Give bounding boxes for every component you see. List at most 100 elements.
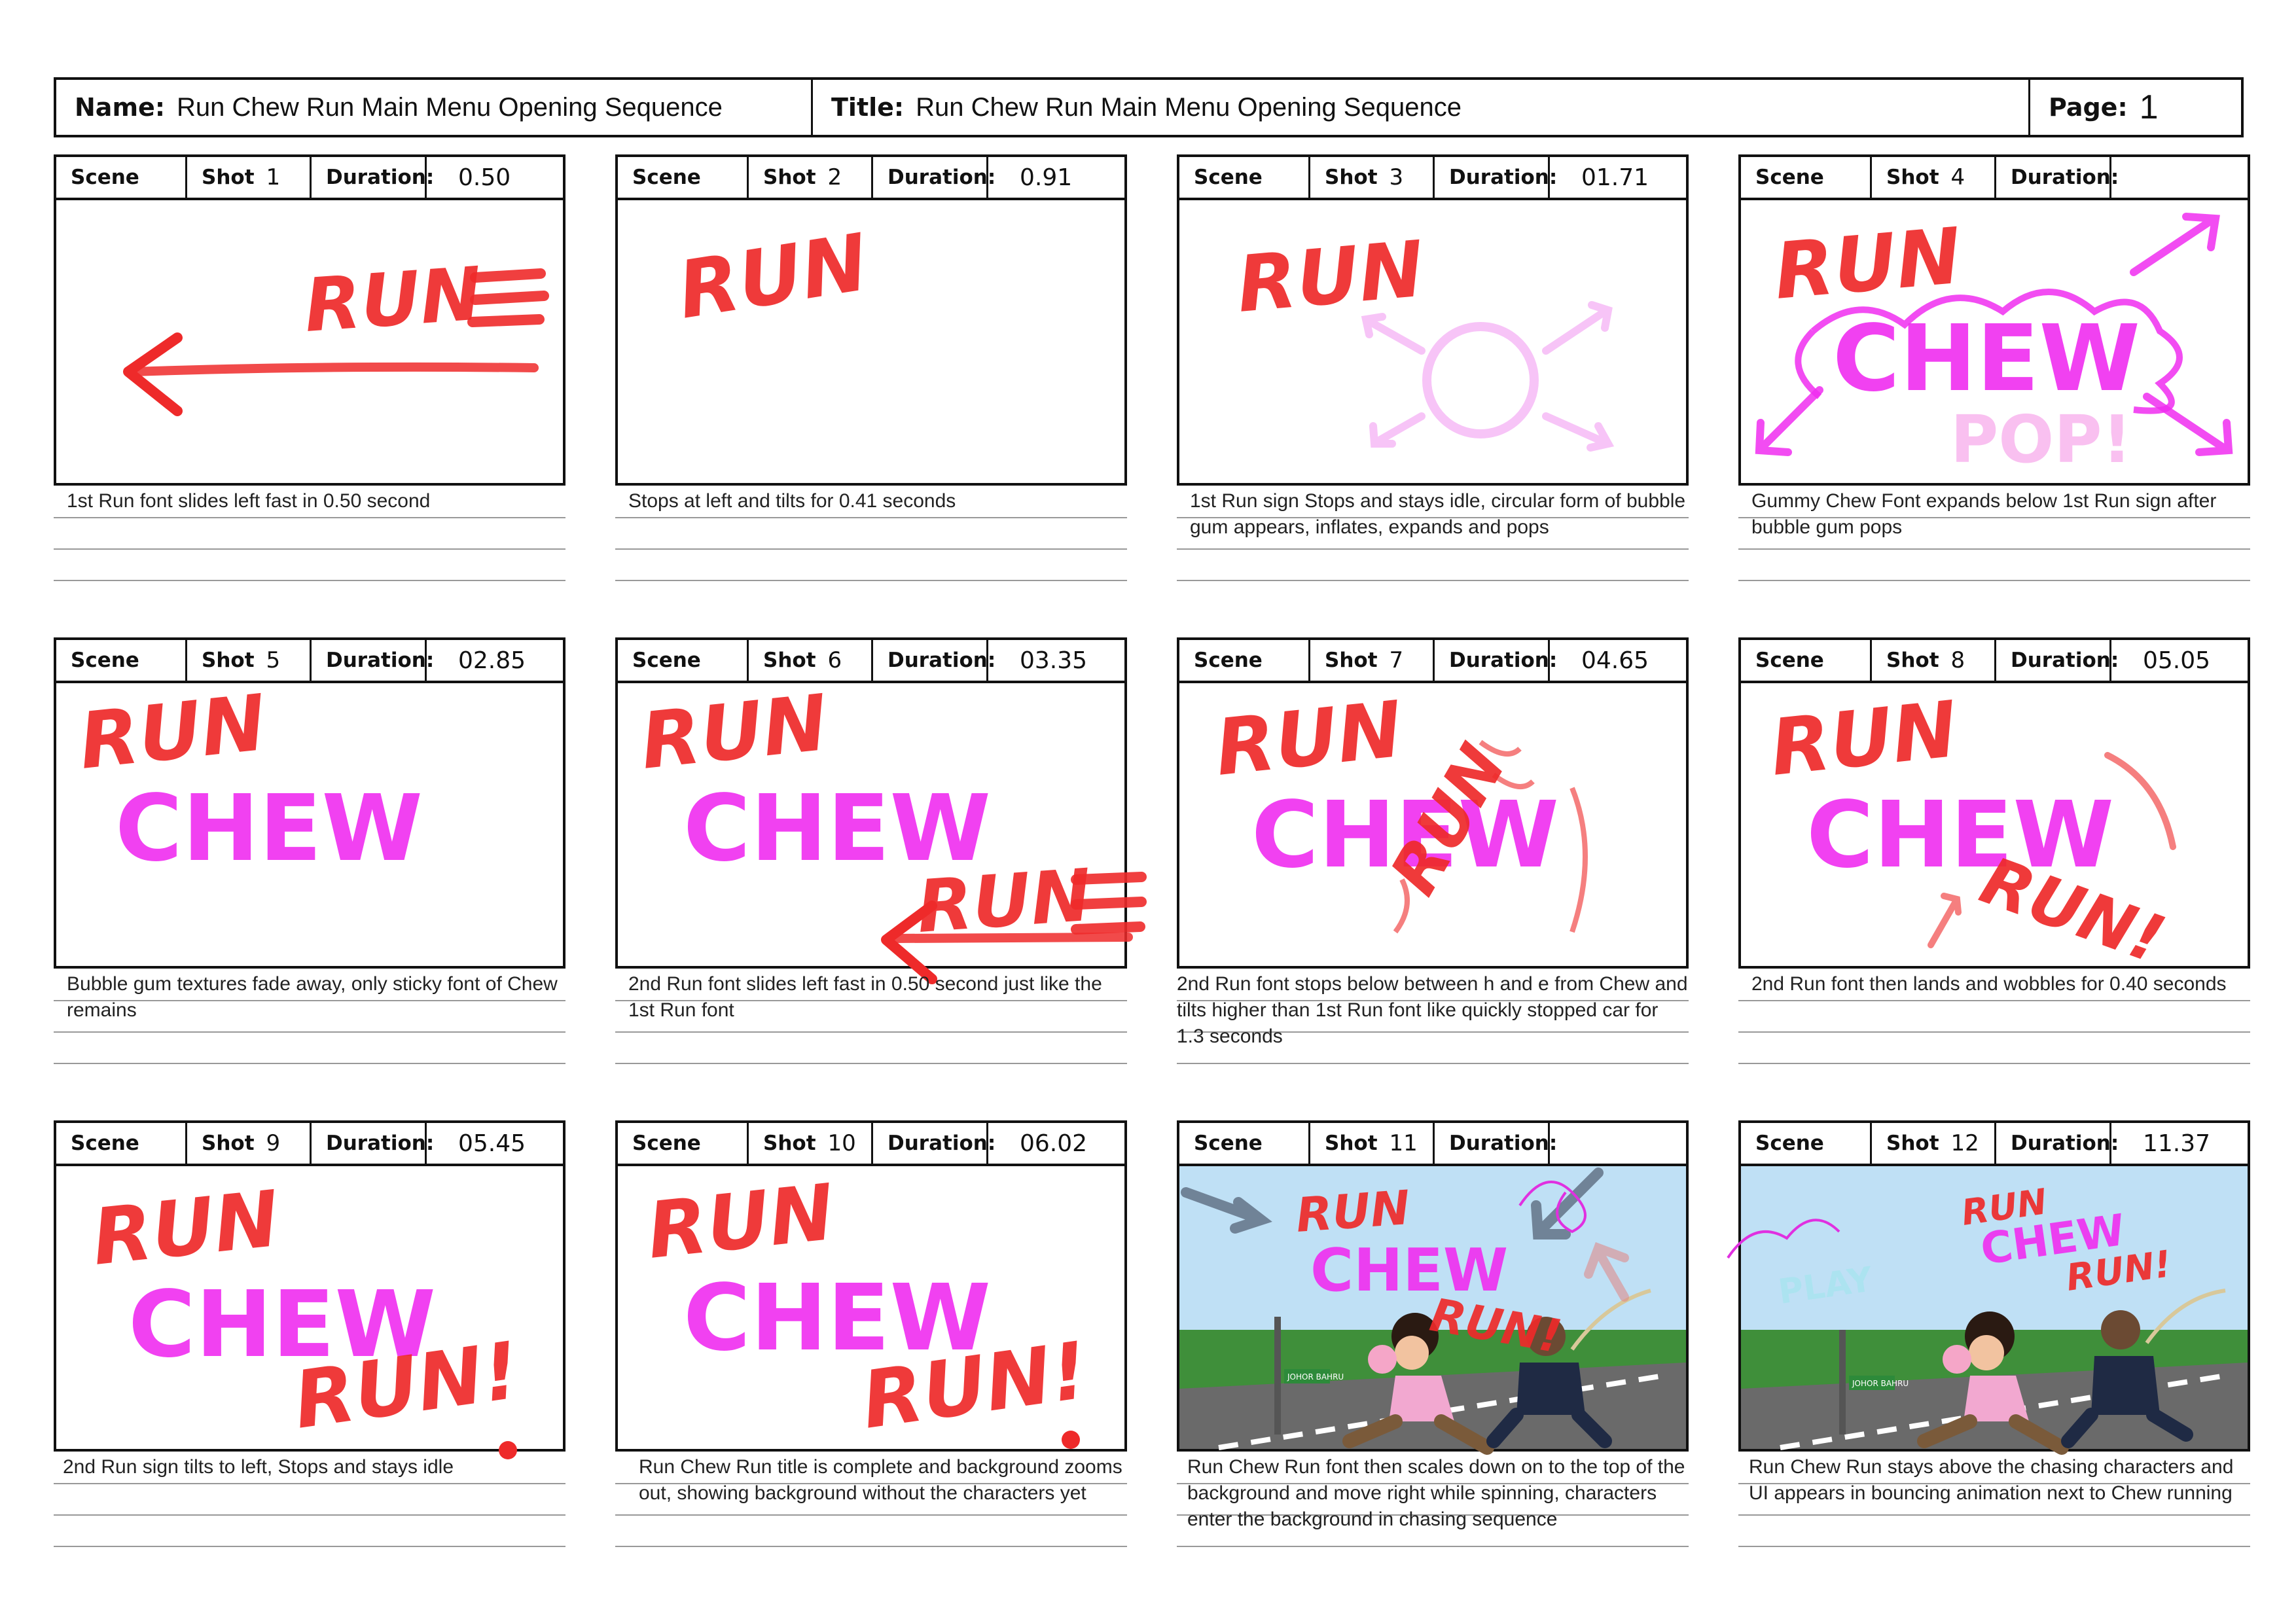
notes-text: Run Chew Run title is complete and backg… bbox=[639, 1456, 1122, 1504]
duration-value: 03.35 bbox=[1020, 647, 1088, 674]
duration-value: 05.45 bbox=[458, 1130, 526, 1157]
shot-notes: 2nd Run font slides left fast in 0.50 se… bbox=[615, 969, 1127, 1086]
speed-lines bbox=[1071, 872, 1147, 935]
bubble-gum-circle bbox=[1422, 322, 1539, 438]
duration-label: Duration: bbox=[873, 157, 996, 198]
scene-label: Scene bbox=[1179, 640, 1310, 681]
duration-value: 01.71 bbox=[1581, 164, 1649, 191]
exclamation-dot bbox=[499, 1441, 517, 1459]
shot-art: RUN CHEW RUN! bbox=[1767, 684, 2176, 978]
shot-number: 6 bbox=[827, 647, 842, 673]
name-value: Run Chew Run Main Menu Opening Sequence bbox=[177, 92, 723, 122]
shot-notes: 2nd Run font then lands and wobbles for … bbox=[1738, 969, 2250, 1086]
shot-label: Shot bbox=[1886, 1132, 1939, 1155]
speed-lines bbox=[467, 268, 549, 327]
shot-art: RUN bbox=[672, 217, 874, 337]
shot-label: Shot bbox=[1325, 1132, 1378, 1155]
chew-lettering: CHEW bbox=[1833, 306, 2140, 412]
chew-lettering: CHEW bbox=[115, 776, 423, 882]
shot-art: RUN CHEW RUN! bbox=[643, 1167, 1093, 1449]
run-lettering: RUN bbox=[643, 1167, 838, 1276]
shot-frame: RUN CHEW RUN bbox=[615, 677, 1147, 984]
shot-notes: 2nd Run font stops below between h and e… bbox=[1177, 969, 1689, 1086]
shot-notes: Run Chew Run stays above the chasing cha… bbox=[1738, 1452, 2250, 1569]
scene-label: Scene bbox=[1741, 640, 1872, 681]
storyboard-panel-11: Scene Shot 11 Duration: JOHOR BAHRU RUN C… bbox=[1177, 1120, 1689, 1569]
shot-notes: 1st Run sign Stops and stays idle, circu… bbox=[1177, 486, 1689, 603]
shot-frame: RUN CHEW RUN! bbox=[54, 1166, 565, 1459]
exclamation-dot bbox=[1062, 1431, 1080, 1449]
shot-label: Shot bbox=[1886, 649, 1939, 672]
shot-frame: RUN CHEW POP! bbox=[1738, 200, 2250, 486]
duration-label: Duration: bbox=[312, 1123, 434, 1164]
officer-body bbox=[2091, 1356, 2160, 1415]
road-sign bbox=[1849, 1376, 1895, 1390]
shot-notes: Gummy Chew Font expands below 1st Run si… bbox=[1738, 486, 2250, 603]
shot-number: 8 bbox=[1950, 647, 1965, 673]
run-lettering: RUN bbox=[302, 251, 484, 349]
shot-label: Shot bbox=[1325, 649, 1378, 672]
sheet-header: Name: Run Chew Run Main Menu Opening Seq… bbox=[54, 77, 2244, 137]
chew-lettering: CHEW bbox=[683, 776, 991, 882]
run-lettering: RUN bbox=[1233, 224, 1427, 330]
chew-face bbox=[1395, 1336, 1429, 1370]
page-number: 1 bbox=[2139, 88, 2159, 126]
arrow-head-icon bbox=[123, 332, 183, 416]
shot-number: 11 bbox=[1389, 1130, 1418, 1156]
panel-header: Scene Shot 9 Duration: 05.45 bbox=[54, 1120, 565, 1166]
shot-number: 12 bbox=[1950, 1130, 1979, 1156]
duration-label: Duration: bbox=[1996, 1123, 2119, 1164]
motion-arrow bbox=[130, 362, 539, 376]
title-cell: Title: Run Chew Run Main Menu Opening Se… bbox=[813, 80, 2030, 135]
scene-label: Scene bbox=[56, 157, 187, 198]
storyboard-panel-9: Scene Shot 9 Duration: 05.45 RUN CHEW RUN… bbox=[54, 1120, 565, 1569]
shot-label: Shot bbox=[763, 1132, 816, 1155]
shot-cell: Shot 9 bbox=[187, 1123, 312, 1164]
move-down-arrow-icon bbox=[1531, 1168, 1604, 1240]
title-label: Title: bbox=[831, 93, 905, 122]
notes-text: 2nd Run sign tilts to left, Stops and st… bbox=[63, 1456, 454, 1478]
shot-label: Shot bbox=[202, 166, 255, 189]
spin-arrow-icon bbox=[1584, 1241, 1629, 1302]
notes-text: 2nd Run font stops below between h and e… bbox=[1177, 973, 1688, 1047]
gum-outline bbox=[1795, 289, 2183, 414]
duration-value: 05.05 bbox=[2143, 647, 2211, 674]
bubble-gum-icon bbox=[1943, 1345, 1971, 1374]
storyboard-panel-3: Scene Shot 3 Duration: 01.71 RUN 1st Run … bbox=[1177, 154, 1689, 603]
name-cell: Name: Run Chew Run Main Menu Opening Seq… bbox=[56, 80, 813, 135]
chew-legs bbox=[1917, 1414, 2069, 1455]
scene-label: Scene bbox=[618, 640, 749, 681]
shot-art: JOHOR BAHRU RUN CHEW RUN! PLAY bbox=[1727, 1181, 2248, 1455]
duration-label: Duration: bbox=[1435, 640, 1557, 681]
notes-text: 1st Run sign Stops and stays idle, circu… bbox=[1190, 490, 1686, 538]
shot-label: Shot bbox=[1886, 166, 1939, 189]
run-lettering: RUN bbox=[88, 1173, 283, 1283]
run-lettering: RUN bbox=[1770, 211, 1964, 317]
duration-value: 06.02 bbox=[1020, 1130, 1088, 1157]
duration-label: Duration: bbox=[1435, 157, 1557, 198]
chew-legs bbox=[1342, 1414, 1494, 1455]
scene-label: Scene bbox=[1179, 157, 1310, 198]
duration-value bbox=[1550, 1123, 1686, 1164]
chew-face bbox=[1969, 1335, 2004, 1370]
run-lettering: RUN bbox=[1767, 684, 1962, 793]
play-button[interactable]: PLAY bbox=[1776, 1260, 1875, 1312]
shot-notes: 2nd Run sign tilts to left, Stops and st… bbox=[54, 1452, 565, 1569]
shot-frame: RUN CHEW RUN bbox=[1177, 683, 1689, 969]
shot-notes: 1st Run font slides left fast in 0.50 se… bbox=[54, 486, 565, 603]
panel-header: Scene Shot 5 Duration: 02.85 bbox=[54, 637, 565, 683]
notes-text: Run Chew Run stays above the chasing cha… bbox=[1749, 1456, 2234, 1504]
shot-cell: Shot 2 bbox=[749, 157, 873, 198]
storyboard-panel-12: Scene Shot 12 Duration: 11.37 JOHOR BAHRU… bbox=[1727, 1120, 2250, 1569]
scene-label: Scene bbox=[1741, 157, 1872, 198]
officer-head bbox=[2101, 1310, 2140, 1349]
scene-label: Scene bbox=[618, 157, 749, 198]
street-lamp bbox=[1839, 1330, 1846, 1435]
expand-arrows bbox=[1361, 301, 1615, 452]
duration-label: Duration: bbox=[312, 640, 434, 681]
notes-text: Bubble gum textures fade away, only stic… bbox=[67, 973, 558, 1021]
chew-lettering: CHEW bbox=[1251, 782, 1559, 889]
title-value: Run Chew Run Main Menu Opening Sequence bbox=[916, 92, 1462, 122]
bubble-gum-icon bbox=[1368, 1345, 1397, 1374]
shot-frame: RUN bbox=[1177, 200, 1689, 486]
